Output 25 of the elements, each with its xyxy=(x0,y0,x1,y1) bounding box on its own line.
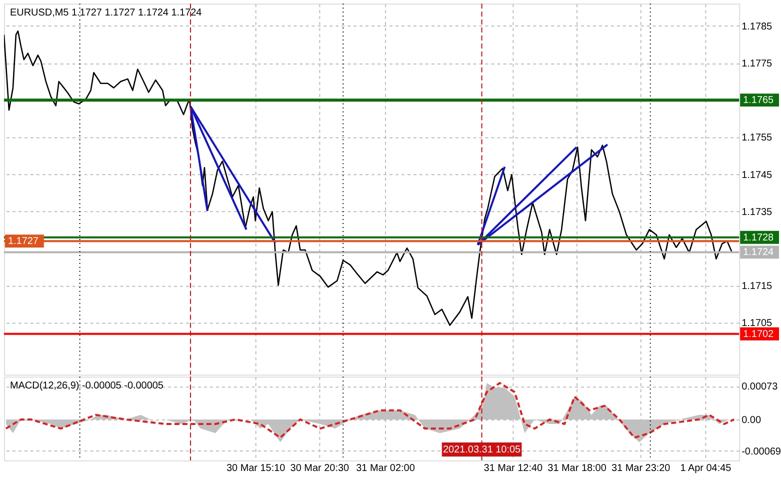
x-tick-label: 31 Mar 23:20 xyxy=(611,462,671,474)
y-tick-label: 1.1775 xyxy=(742,58,773,70)
y-tick-label: 1.1715 xyxy=(742,281,773,292)
chart-title: MACD(12,26,9) -0.00005 -0.00005 xyxy=(10,380,164,392)
y-tick-label: 0.00 xyxy=(742,414,762,426)
y-tick-label: 1.1755 xyxy=(742,132,773,144)
x-tick-label: 31 Mar 12:40 xyxy=(484,462,544,474)
y-tick-label: 1.1705 xyxy=(742,318,773,330)
ref-line-label: 1.1724 xyxy=(743,247,774,258)
ref-line-label: 1.1702 xyxy=(743,328,774,340)
ref-line-label: 1.1728 xyxy=(743,232,774,244)
x-tick-label: 30 Mar 20:30 xyxy=(290,462,350,474)
ref-line-label: 1.1765 xyxy=(743,95,774,106)
x-tick-label: 1 Apr 04:45 xyxy=(680,462,732,474)
y-tick-label: 0.00073 xyxy=(742,382,778,393)
ref-line-label: 2021.03.31 10:05 xyxy=(442,444,522,456)
ref-line-label: 1.1727 xyxy=(8,236,39,248)
y-tick-label: 1.1735 xyxy=(742,206,773,218)
y-tick-label: 1.1745 xyxy=(742,170,773,181)
x-tick-label: 31 Mar 02:00 xyxy=(356,462,416,474)
y-tick-label: 1.1785 xyxy=(742,21,773,32)
chart-title: EURUSD,M5 1.1727 1.1727 1.1724 1.1724 xyxy=(10,8,202,19)
x-tick-label: 31 Mar 18:00 xyxy=(548,462,607,474)
y-tick-label: -0.00069 xyxy=(742,446,781,458)
x-tick-label: 30 Mar 15:10 xyxy=(226,462,286,474)
